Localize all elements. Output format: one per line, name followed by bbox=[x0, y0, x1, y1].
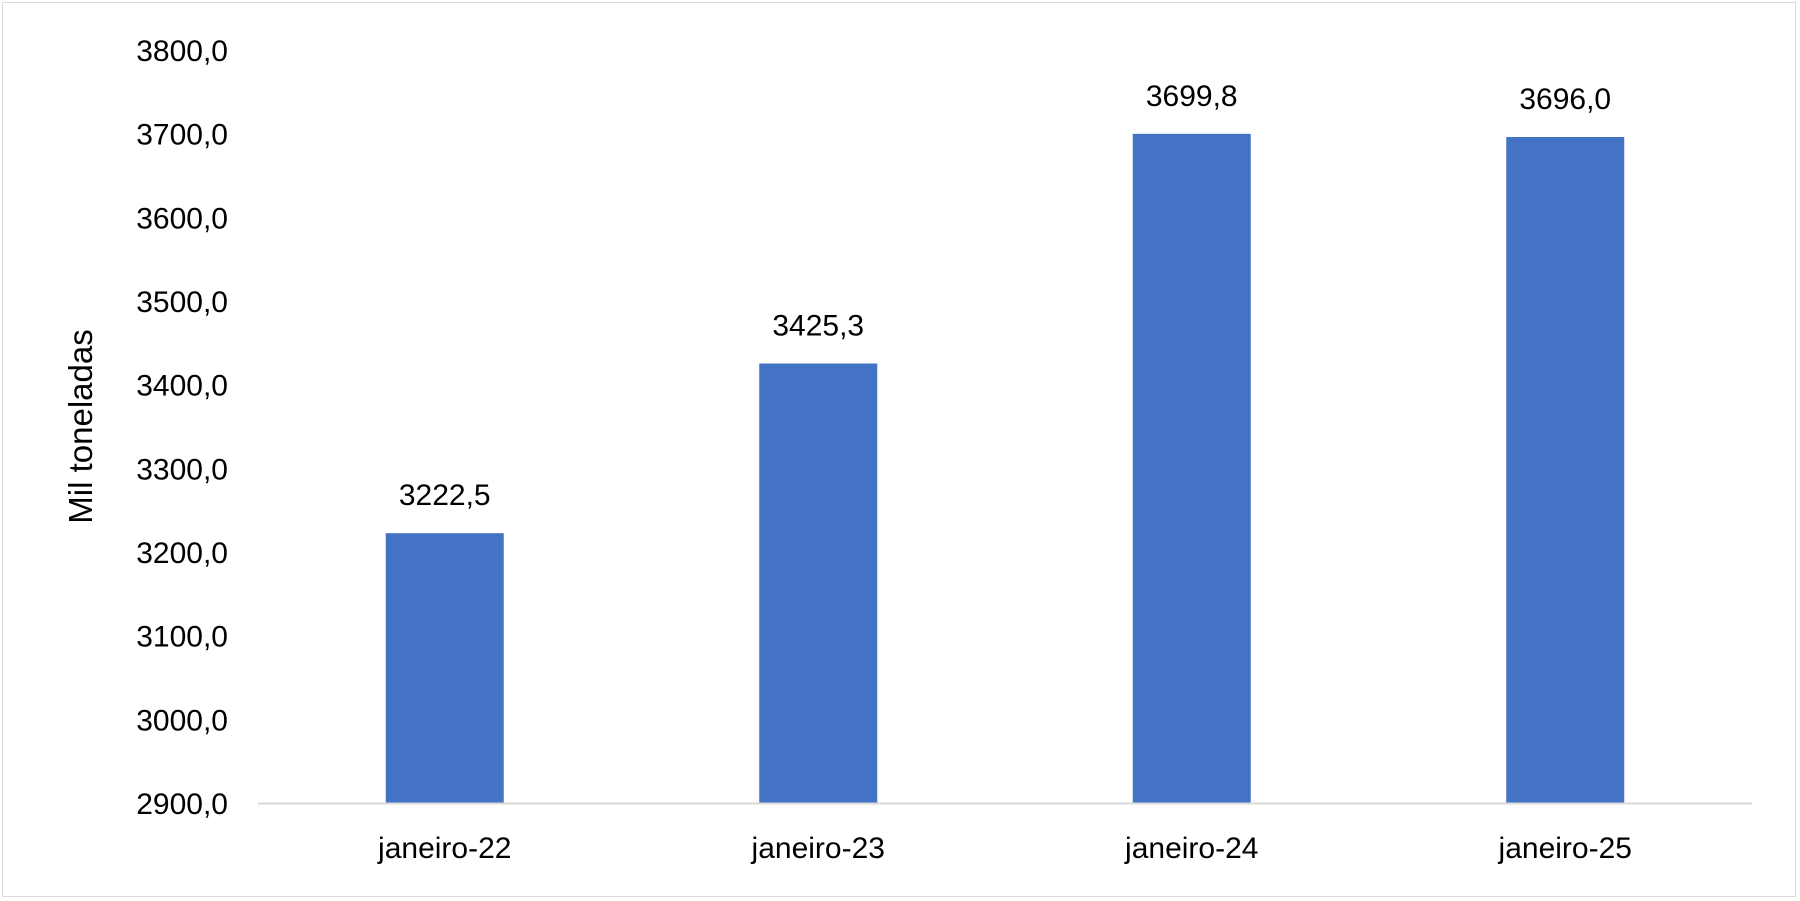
data-label: 3425,3 bbox=[772, 309, 864, 342]
x-tick-label: janeiro-25 bbox=[1498, 832, 1632, 865]
bar bbox=[385, 533, 504, 803]
x-tick-label: janeiro-23 bbox=[751, 832, 885, 865]
bar bbox=[759, 363, 878, 803]
y-tick-label: 3000,0 bbox=[136, 704, 228, 737]
y-tick-label: 3400,0 bbox=[136, 370, 228, 403]
data-label: 3699,8 bbox=[1146, 80, 1238, 113]
y-tick-label: 3100,0 bbox=[136, 621, 228, 654]
y-tick-label: 3800,0 bbox=[136, 35, 228, 68]
y-tick-label: 3700,0 bbox=[136, 119, 228, 152]
bars bbox=[385, 133, 1625, 804]
y-axis-tick-labels: 2900,0 3000,0 3100,0 3200,0 3300,0 3400,0 3500… bbox=[136, 35, 228, 821]
bar bbox=[1132, 133, 1251, 804]
data-label: 3222,5 bbox=[399, 479, 491, 512]
y-tick-label: 2900,0 bbox=[136, 788, 228, 821]
data-label: 3696,0 bbox=[1519, 83, 1611, 116]
y-tick-label: 3600,0 bbox=[136, 202, 228, 235]
x-tick-label: janeiro-24 bbox=[1124, 832, 1258, 865]
y-tick-label: 3200,0 bbox=[136, 537, 228, 570]
y-axis-title: Mil toneladas bbox=[62, 329, 99, 523]
y-tick-label: 3500,0 bbox=[136, 286, 228, 319]
x-tick-label: janeiro-22 bbox=[377, 832, 511, 865]
y-tick-label: 3300,0 bbox=[136, 453, 228, 486]
bar bbox=[1506, 137, 1625, 804]
data-labels: 3222,5 3425,3 3699,8 3696,0 bbox=[399, 80, 1611, 512]
x-axis-tick-labels: janeiro-22 janeiro-23 janeiro-24 janeiro-25 bbox=[377, 832, 1632, 865]
